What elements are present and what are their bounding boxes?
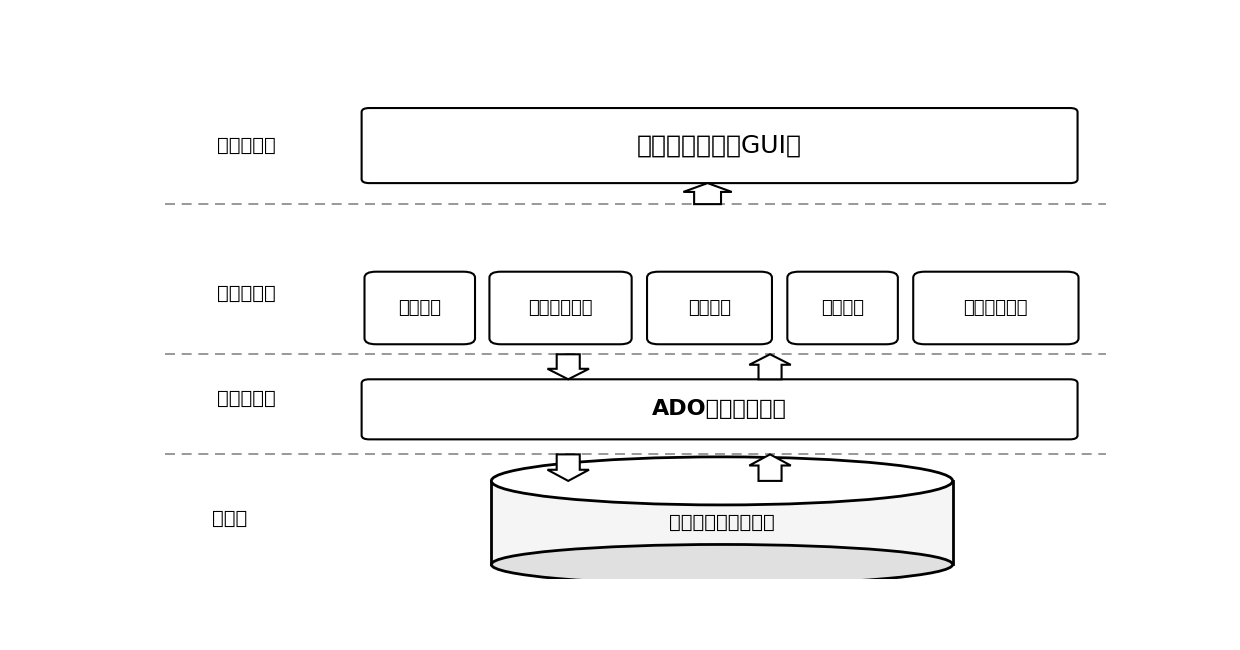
Polygon shape [548,454,589,481]
FancyBboxPatch shape [365,272,475,344]
Ellipse shape [491,457,952,505]
Text: 基础地理信息数据库: 基础地理信息数据库 [670,514,775,532]
Ellipse shape [491,545,952,584]
Text: ADO、数据适配器: ADO、数据适配器 [652,399,787,419]
Text: 系统操作: 系统操作 [398,299,441,317]
FancyBboxPatch shape [490,272,631,344]
Text: 数据访问层: 数据访问层 [217,389,275,408]
Text: 淡没分析: 淡没分析 [821,299,864,317]
Text: 数据层: 数据层 [212,509,248,528]
FancyBboxPatch shape [647,272,773,344]
Polygon shape [749,454,791,481]
Text: 系统应用层: 系统应用层 [217,283,275,303]
Text: 场景管理: 场景管理 [688,299,732,317]
FancyBboxPatch shape [362,108,1078,183]
Polygon shape [491,481,952,564]
Polygon shape [683,183,732,204]
Polygon shape [548,354,589,380]
Text: 用户功能界面（GUI）: 用户功能界面（GUI） [637,133,802,157]
Text: 淡没损失统计: 淡没损失统计 [963,299,1028,317]
FancyBboxPatch shape [787,272,898,344]
Text: 滩区三维场景: 滩区三维场景 [528,299,593,317]
Polygon shape [749,354,791,380]
FancyBboxPatch shape [913,272,1079,344]
Text: 系统表现层: 系统表现层 [217,136,275,155]
FancyBboxPatch shape [362,380,1078,439]
